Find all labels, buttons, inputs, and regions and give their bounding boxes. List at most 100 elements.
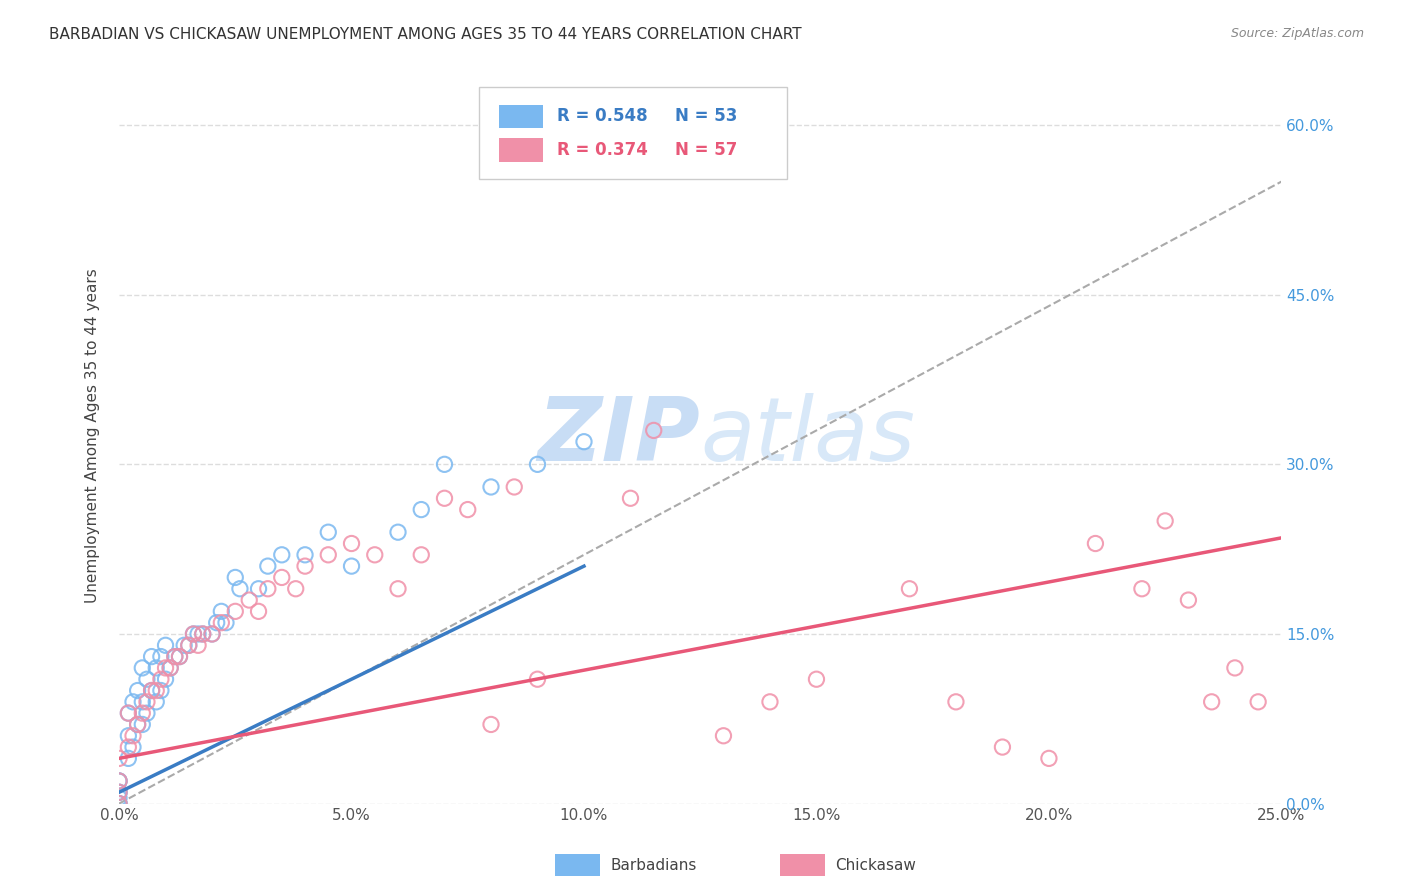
Point: [108, 785, 131, 799]
Point: [108, 774, 131, 789]
Point: [177, 638, 200, 652]
Point: [108, 785, 131, 799]
Point: [945, 695, 967, 709]
Point: [247, 582, 270, 596]
Point: [215, 615, 238, 630]
Point: [572, 107, 595, 121]
Point: [122, 740, 145, 755]
Point: [145, 683, 167, 698]
Point: [108, 797, 131, 811]
Point: [117, 740, 139, 755]
Point: [117, 706, 139, 720]
Point: [108, 774, 131, 789]
Point: [898, 582, 921, 596]
Point: [1223, 661, 1246, 675]
Point: [149, 649, 172, 664]
Point: [270, 548, 292, 562]
Point: [209, 604, 232, 618]
Point: [155, 661, 177, 675]
Text: Chickasaw: Chickasaw: [835, 858, 917, 872]
Point: [479, 717, 502, 731]
Point: [619, 491, 641, 506]
FancyBboxPatch shape: [499, 138, 543, 161]
Point: [127, 717, 149, 731]
FancyBboxPatch shape: [499, 104, 543, 128]
Point: [127, 717, 149, 731]
Y-axis label: Unemployment Among Ages 35 to 44 years: Unemployment Among Ages 35 to 44 years: [86, 268, 100, 604]
Point: [141, 683, 163, 698]
Point: [1247, 695, 1270, 709]
Point: [340, 559, 363, 574]
Text: R = 0.548: R = 0.548: [557, 107, 648, 125]
Point: [224, 570, 246, 584]
Point: [201, 627, 224, 641]
Point: [238, 593, 260, 607]
Point: [145, 661, 167, 675]
Point: [191, 627, 214, 641]
Point: [284, 582, 307, 596]
Point: [479, 480, 502, 494]
Point: [191, 627, 214, 641]
Point: [183, 627, 205, 641]
Point: [187, 638, 209, 652]
Point: [108, 785, 131, 799]
Point: [159, 661, 181, 675]
Point: [503, 480, 526, 494]
Point: [169, 649, 191, 664]
Point: [131, 661, 153, 675]
Point: [117, 706, 139, 720]
Text: ZIP: ZIP: [537, 392, 700, 480]
Point: [1130, 582, 1153, 596]
Point: [759, 695, 782, 709]
Point: [149, 672, 172, 686]
Point: [1154, 514, 1177, 528]
Point: [155, 638, 177, 652]
Point: [159, 661, 181, 675]
Point: [1201, 695, 1223, 709]
Point: [177, 638, 200, 652]
Point: [141, 683, 163, 698]
FancyBboxPatch shape: [479, 87, 787, 178]
Point: [411, 548, 433, 562]
Point: [806, 672, 828, 686]
Point: [340, 536, 363, 550]
Point: [526, 458, 548, 472]
Point: [122, 729, 145, 743]
Point: [108, 797, 131, 811]
Point: [1038, 751, 1060, 765]
Point: [643, 424, 665, 438]
Point: [224, 604, 246, 618]
Point: [256, 582, 278, 596]
Point: [387, 582, 409, 596]
Point: [433, 458, 456, 472]
Point: [256, 559, 278, 574]
Point: [316, 548, 339, 562]
Point: [294, 548, 316, 562]
Point: [173, 638, 195, 652]
Text: BARBADIAN VS CHICKASAW UNEMPLOYMENT AMONG AGES 35 TO 44 YEARS CORRELATION CHART: BARBADIAN VS CHICKASAW UNEMPLOYMENT AMON…: [49, 27, 801, 42]
Point: [201, 627, 224, 641]
Point: [1177, 593, 1199, 607]
Text: atlas: atlas: [700, 393, 915, 479]
Point: [209, 615, 232, 630]
Point: [411, 502, 433, 516]
Point: [387, 525, 409, 540]
Point: [457, 502, 479, 516]
Point: [572, 434, 595, 449]
Point: [136, 706, 159, 720]
Point: [364, 548, 387, 562]
Point: [187, 627, 209, 641]
Point: [433, 491, 456, 506]
Point: [247, 604, 270, 618]
Text: R = 0.374: R = 0.374: [557, 141, 648, 159]
Point: [149, 683, 172, 698]
Point: [145, 695, 167, 709]
Point: [108, 751, 131, 765]
Point: [136, 695, 159, 709]
Point: [141, 649, 163, 664]
Point: [316, 525, 339, 540]
Point: [991, 740, 1014, 755]
Point: [131, 695, 153, 709]
Text: Source: ZipAtlas.com: Source: ZipAtlas.com: [1230, 27, 1364, 40]
Point: [117, 729, 139, 743]
